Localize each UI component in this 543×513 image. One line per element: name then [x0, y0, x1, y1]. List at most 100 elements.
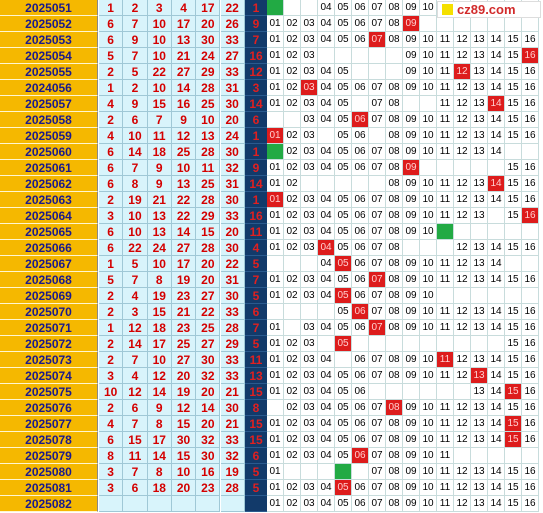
special-number-cell: 6: [245, 112, 267, 128]
distribution-cell: 16: [522, 96, 539, 112]
draw-number-cell: 13: [147, 208, 172, 224]
distribution-cell: [420, 16, 437, 32]
distribution-cell: 07: [369, 272, 386, 288]
table-row: 2025060 6 14 18 25 28 30 1 02 03 04 05 06 07 08 09 10 11 1…: [0, 144, 543, 160]
draw-number-cell: 10: [123, 208, 148, 224]
distribution-cell: 05: [335, 272, 352, 288]
distribution-cell: [522, 288, 539, 304]
draw-number-cell: 6: [99, 176, 124, 192]
distribution-cell: 13: [471, 48, 488, 64]
draw-number-cell: 20: [220, 224, 245, 240]
draw-number-cell: 27: [171, 64, 197, 80]
draw-number-cell: 26: [220, 16, 245, 32]
distribution-cell: 15: [505, 176, 522, 192]
distribution-cell: 16: [522, 336, 539, 352]
distribution-cell: 04: [318, 112, 335, 128]
distribution-cell: 01: [267, 352, 284, 368]
draw-number-cell: 31: [220, 176, 245, 192]
distribution-cell: 06: [352, 496, 369, 512]
special-number-cell: 9: [245, 160, 267, 176]
draw-number-cell: 6: [123, 480, 148, 496]
distribution-cell: 01: [267, 448, 284, 464]
distribution-cell: 06: [352, 128, 369, 144]
distribution-cell: 05: [335, 144, 352, 160]
period-cell: 2025076: [0, 400, 98, 416]
draw-number-cell: 21: [220, 416, 245, 432]
draw-number-cell: 20: [196, 416, 221, 432]
distribution-cell: 08: [386, 32, 403, 48]
draw-number-cell: 19: [171, 384, 197, 400]
distribution-cell: 12: [454, 256, 471, 272]
distribution-cell: [403, 336, 420, 352]
distribution-cell: 12: [454, 464, 471, 480]
special-number-cell: 3: [245, 80, 267, 96]
distribution-cell: 15: [505, 480, 522, 496]
table-row: 2025062 6 8 9 13 25 31 14 01 02 08 09 10 11 12 13 14 15 16: [0, 176, 543, 192]
distribution-cell: 02: [284, 384, 301, 400]
distribution-cell: 05: [335, 320, 352, 336]
distribution-cell: [505, 16, 522, 32]
draw-number-cell: 2: [99, 352, 124, 368]
distribution-cell: 10: [420, 272, 437, 288]
distribution-cell: 15: [505, 352, 522, 368]
site-logo[interactable]: cz89.com: [437, 1, 541, 18]
draw-number-cell: 24: [196, 48, 221, 64]
distribution-cell: 08: [386, 432, 403, 448]
distribution-cell: 12: [454, 496, 471, 512]
draw-number-cell: 20: [171, 480, 197, 496]
distribution-cell: 05: [335, 16, 352, 32]
distribution-cell: 01: [267, 464, 284, 480]
draw-number-cell: 14: [147, 384, 172, 400]
distribution-cell: 10: [420, 464, 437, 480]
distribution-cell: 08: [386, 160, 403, 176]
distribution-cell: 11: [437, 400, 454, 416]
distribution-cell: 03: [301, 16, 318, 32]
special-number-cell: 11: [245, 224, 267, 240]
draw-number-cell: 6: [99, 224, 124, 240]
special-number-cell: 7: [245, 32, 267, 48]
table-row: 2025073 2 7 10 27 30 33 11 01 02 03 04 06 07 08 09 10 11 1…: [0, 352, 543, 368]
draw-number-cell: 21: [171, 48, 197, 64]
draw-number-cell: 19: [147, 288, 172, 304]
distribution-cell: 13: [471, 368, 488, 384]
period-cell: 2025077: [0, 416, 98, 432]
distribution-cell: 15: [505, 320, 522, 336]
draw-number-cell: 9: [147, 176, 172, 192]
draw-number-cell: 15: [171, 448, 197, 464]
table-row: 2025064 3 10 13 22 29 33 16 01 02 03 04 05 06 07 08 09 10…: [0, 208, 543, 224]
distribution-cell: [301, 0, 318, 16]
draw-number-cell: 9: [147, 400, 172, 416]
distribution-cell: 04: [318, 448, 335, 464]
distribution-cell: [420, 160, 437, 176]
distribution-cell: 13: [471, 384, 488, 400]
distribution-cell: 11: [437, 208, 454, 224]
draw-number-cell: 33: [220, 352, 245, 368]
draw-number-cell: 2: [99, 64, 124, 80]
draw-number-cell: [99, 496, 124, 512]
distribution-cell: 03: [301, 416, 318, 432]
distribution-cell: 02: [284, 272, 301, 288]
distribution-cell: 06: [352, 304, 369, 320]
distribution-cell: 16: [522, 128, 539, 144]
draw-number-cell: 17: [171, 256, 197, 272]
distribution-cell: 13: [471, 432, 488, 448]
draw-number-cell: 10: [147, 48, 172, 64]
distribution-cell: 05: [335, 416, 352, 432]
distribution-cell: [267, 400, 284, 416]
distribution-cell: 12: [454, 48, 471, 64]
distribution-cell: 11: [437, 48, 454, 64]
distribution-cell: 15: [505, 416, 522, 432]
distribution-cell: 04: [318, 0, 335, 16]
distribution-cell: 08: [386, 256, 403, 272]
distribution-cell: 14: [488, 32, 505, 48]
distribution-cell: 06: [352, 16, 369, 32]
distribution-cell: 07: [369, 320, 386, 336]
distribution-cell: [352, 176, 369, 192]
distribution-cell: 15: [505, 112, 522, 128]
period-cell: 2025060: [0, 144, 98, 160]
distribution-cell: [386, 384, 403, 400]
distribution-cell: 01: [267, 320, 284, 336]
draw-number-cell: 25: [196, 96, 221, 112]
draw-number-cell: 31: [220, 80, 245, 96]
distribution-cell: 14: [488, 480, 505, 496]
